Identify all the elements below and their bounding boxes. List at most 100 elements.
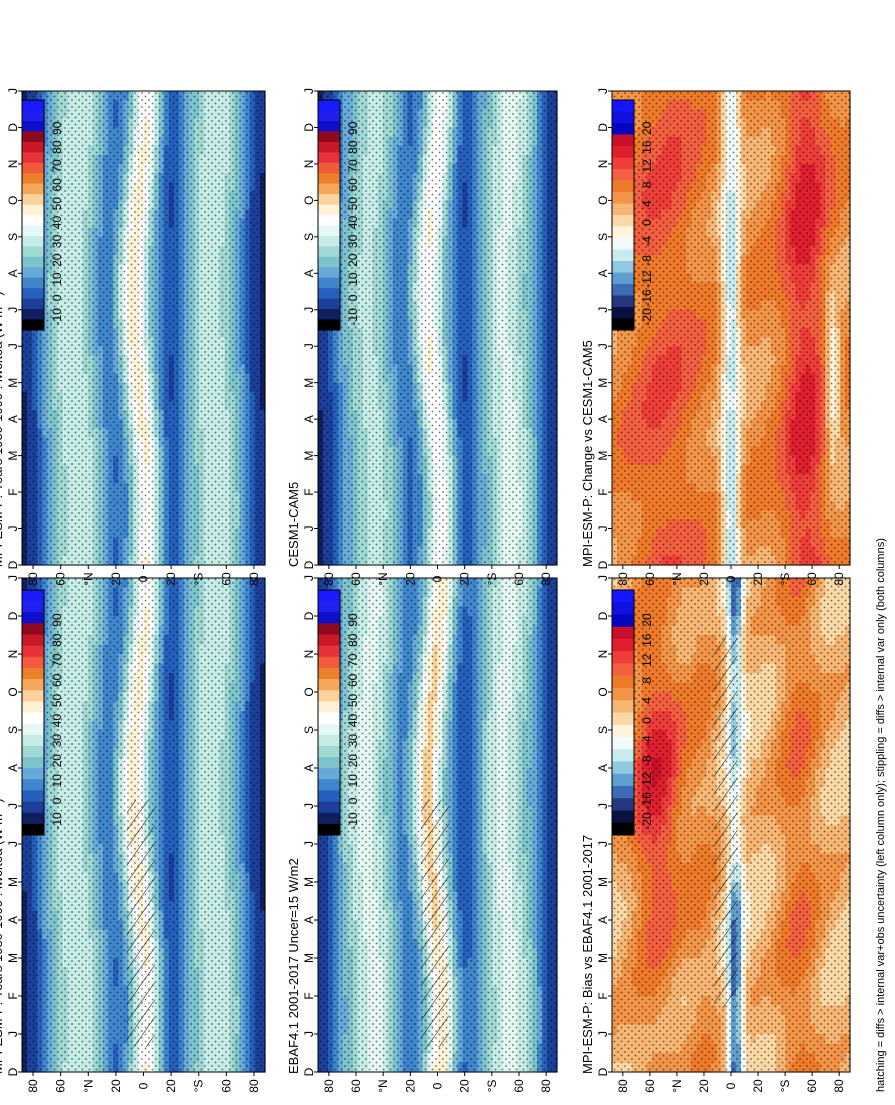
colorbar-swatch: [22, 779, 44, 791]
month-tick-label: M: [302, 378, 316, 388]
month-tick-label: N: [302, 650, 316, 659]
colorbar-swatch: [318, 701, 340, 713]
month-tick-label: D: [302, 611, 316, 620]
colorbar-tick-label: 8: [640, 181, 654, 188]
colorbar-tick-label: -16: [640, 792, 654, 810]
colorbar-swatch: [22, 152, 44, 163]
colorbar-swatch: [612, 774, 634, 787]
colorbar-swatch: [612, 615, 634, 628]
colorbar-swatch: [22, 110, 44, 121]
month-tick-label: O: [6, 687, 20, 696]
colorbar-swatch: [612, 319, 634, 331]
colorbar-swatch: [612, 227, 634, 239]
month-tick-label: S: [302, 233, 316, 241]
colorbar-tick-label: 50: [50, 197, 64, 211]
colorbar-tick-label: 80: [50, 140, 64, 154]
colorbar-swatch: [612, 181, 634, 193]
colorbar-swatch: [22, 246, 44, 257]
colorbar-tick-label: 90: [50, 613, 64, 627]
colorbar-swatch: [22, 142, 44, 153]
month-tick-label: A: [302, 916, 316, 924]
colorbar-swatch: [612, 215, 634, 227]
month-tick-label: A: [6, 764, 20, 772]
month-tick-label: A: [6, 916, 20, 924]
month-tick-label: O: [6, 196, 20, 205]
lat-tick-label: °N: [376, 1079, 390, 1092]
colorbar-swatch: [612, 169, 634, 181]
colorbar-swatch: [22, 121, 44, 132]
colorbar-tick-label: 40: [50, 216, 64, 230]
colorbar-swatch: [612, 811, 634, 824]
colorbar-tick-label: -12: [640, 270, 654, 288]
colorbar-swatch: [318, 236, 340, 247]
month-tick-label: M: [302, 451, 316, 461]
month-tick-label: F: [6, 488, 20, 495]
colorbar-swatch: [318, 163, 340, 174]
lat-tick-label: 20: [164, 572, 178, 586]
colorbar-swatch: [318, 635, 340, 647]
month-tick-label: S: [596, 233, 610, 241]
colorbar-tick-label: 0: [346, 294, 360, 301]
colorbar-swatch: [612, 307, 634, 319]
colorbar-tick-label: 20: [640, 121, 654, 135]
colorbar-swatch: [318, 657, 340, 669]
colorbar-swatch: [612, 700, 634, 713]
colorbar-tick-label: 80: [346, 633, 360, 647]
colorbar-tick-label: 60: [50, 178, 64, 192]
colorbar-swatch: [318, 623, 340, 635]
month-tick-label: A: [596, 764, 610, 772]
month-tick-label: F: [302, 992, 316, 999]
month-tick-label: J: [302, 343, 316, 349]
colorbar-swatch: [612, 651, 634, 664]
month-tick-label: A: [6, 269, 20, 277]
colorbar-swatch: [22, 131, 44, 142]
colorbar-tick-label: -4: [640, 735, 654, 746]
colorbar-swatch: [318, 679, 340, 691]
lat-tick-label: 20: [697, 572, 711, 586]
month-tick-label: N: [596, 650, 610, 659]
colorbar-tick-label: -8: [640, 755, 654, 766]
month-tick-label: D: [596, 1067, 610, 1076]
colorbar-swatch: [612, 737, 634, 750]
lat-tick-label: 20: [751, 1079, 765, 1093]
month-tick-label: J: [596, 841, 610, 847]
colorbar-swatch: [22, 623, 44, 635]
colorbar-tick-label: 30: [50, 234, 64, 248]
lat-tick-label: 60: [805, 572, 819, 586]
lat-tick-label: 20: [458, 572, 472, 586]
lat-tick-label: 60: [219, 1079, 233, 1093]
colorbar-swatch: [318, 278, 340, 289]
lat-tick-label: 0: [724, 575, 738, 582]
month-tick-label: D: [6, 611, 20, 620]
colorbar-tick-label: -10: [346, 308, 360, 326]
colorbar-swatch: [318, 601, 340, 613]
lat-tick-label: 60: [512, 572, 526, 586]
month-tick-label: O: [596, 687, 610, 696]
lat-tick-label: 0: [724, 1082, 738, 1089]
colorbar-swatch: [612, 112, 634, 124]
lat-tick-label: 20: [403, 572, 417, 586]
colorbar-swatch: [612, 602, 634, 615]
colorbar-swatch: [22, 267, 44, 278]
month-tick-label: D: [596, 560, 610, 569]
colorbar-swatch: [612, 786, 634, 799]
lat-tick-label: °N: [81, 1079, 95, 1092]
colorbar-tick-label: 30: [50, 734, 64, 748]
colorbar-swatch: [22, 194, 44, 205]
colorbar-swatch: [22, 215, 44, 226]
colorbar-swatch: [318, 735, 340, 747]
lat-tick-label: 60: [219, 572, 233, 586]
colorbar-tick-label: -20: [640, 308, 654, 326]
month-tick-label: J: [6, 88, 20, 94]
month-tick-label: D: [6, 560, 20, 569]
colorbar-tick-label: 60: [346, 673, 360, 687]
colorbar-tick-label: 0: [50, 797, 64, 804]
colorbar-tick-label: 60: [50, 673, 64, 687]
colorbar-swatch: [612, 749, 634, 762]
lat-tick-label: 80: [247, 572, 261, 586]
month-tick-label: A: [302, 764, 316, 772]
colorbar-swatch: [22, 790, 44, 802]
month-tick-label: A: [302, 269, 316, 277]
month-tick-label: J: [302, 307, 316, 313]
lat-tick-label: °S: [485, 573, 499, 586]
